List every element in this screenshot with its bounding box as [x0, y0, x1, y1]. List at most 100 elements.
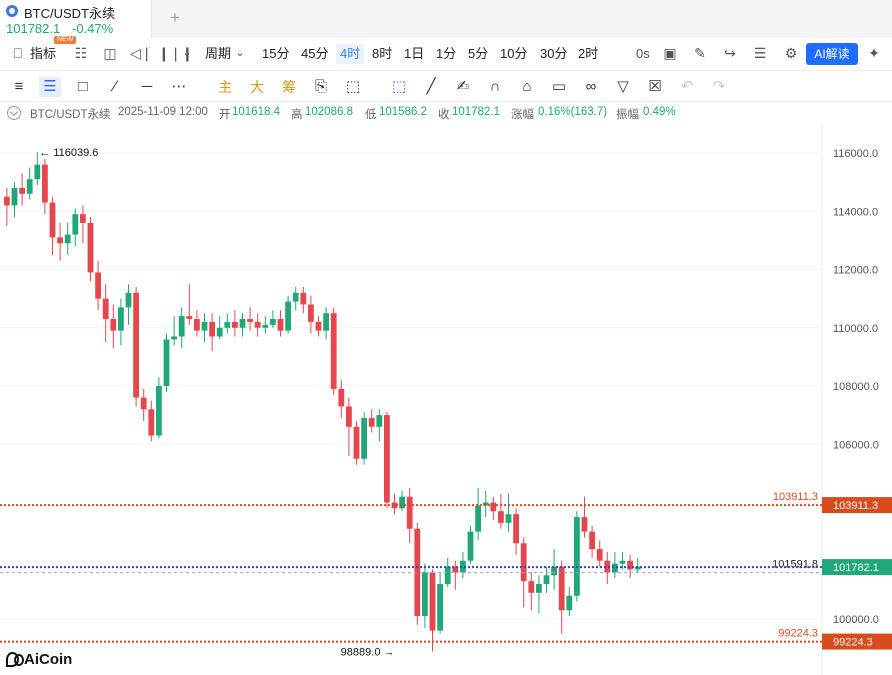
- candle-body: [292, 292, 299, 302]
- rectangle-icon[interactable]: □: [78, 78, 88, 95]
- info-amplitude-label: 振幅: [616, 109, 639, 121]
- indicators-button[interactable]: 指标: [30, 46, 57, 61]
- interval-4h[interactable]: 4时: [336, 44, 365, 64]
- candle-body: [277, 319, 284, 331]
- candle-body: [581, 517, 588, 532]
- candle-body: [460, 560, 466, 573]
- candle-body: [452, 566, 459, 573]
- price-line-label-support: 99224.3: [778, 628, 818, 640]
- replay-icon[interactable]: ◁❘: [130, 45, 153, 61]
- collapse-icon[interactable]: [7, 106, 21, 120]
- chart-type-icon[interactable]: ❙❘❙: [158, 45, 194, 61]
- candle-body: [536, 584, 542, 593]
- tab-btc-usdt-perp[interactable]: BTC/USDT永续 101782.1 -0.47%: [0, 0, 152, 38]
- more-tools-icon[interactable]: ⋯: [171, 78, 187, 95]
- horizontal-line-icon[interactable]: ─: [141, 78, 153, 95]
- info-low-label: 低: [365, 109, 377, 121]
- candle-body: [262, 324, 269, 328]
- candle-body: [406, 496, 413, 529]
- candle-body: [338, 388, 345, 407]
- interval-1d[interactable]: 1日: [404, 46, 425, 61]
- lines-icon[interactable]: ☰: [39, 77, 61, 97]
- whale-indicator-button[interactable]: 大: [250, 79, 264, 95]
- price-tag-resistance: [822, 497, 892, 514]
- bitcoin-icon: [6, 5, 18, 17]
- candlestick-chart[interactable]: 116000.0 114000.0 112000.0 110000.0 108000.0…: [0, 123, 892, 675]
- price-tag-text-resistance: 103911.3: [833, 500, 878, 512]
- main-indicator-button[interactable]: 主: [218, 79, 232, 95]
- seconds-button[interactable]: 0s: [636, 46, 650, 61]
- tab-bar: BTC/USDT永续 101782.1 -0.47% +: [0, 0, 892, 38]
- candle-body: [528, 581, 535, 593]
- candle-body: [596, 549, 603, 561]
- interval-1m[interactable]: 1分: [436, 46, 457, 61]
- settings-sliders-icon[interactable]: ≡: [14, 78, 24, 95]
- layout-icon[interactable]: ◫: [103, 45, 117, 61]
- magnet-icon[interactable]: ∩: [489, 78, 501, 95]
- brush-icon[interactable]: ✍: [456, 78, 470, 95]
- calendar-icon[interactable]: ☷: [74, 45, 88, 61]
- info-change: 0.16%(163.7): [538, 106, 608, 118]
- candle-body: [300, 292, 307, 305]
- trash-icon[interactable]: ☒: [648, 78, 662, 95]
- link-icon[interactable]: ∞: [585, 78, 597, 95]
- candle-body: [429, 572, 436, 631]
- settings-icon[interactable]: ⚙: [784, 45, 798, 61]
- price-tag-text-support: 99224.3: [833, 637, 873, 649]
- undo-icon[interactable]: ↶: [680, 78, 694, 95]
- trendline-icon[interactable]: ∕: [113, 78, 117, 95]
- candle-body: [612, 563, 618, 573]
- ruler-icon[interactable]: ╱: [426, 78, 436, 95]
- chip-indicator-button[interactable]: 筹: [282, 79, 296, 95]
- y-tick-label: 100000.0: [833, 614, 879, 626]
- candle-body: [574, 517, 580, 596]
- candle-body: [11, 187, 18, 206]
- interval-45m[interactable]: 45分: [301, 46, 329, 61]
- candle-body: [216, 327, 223, 337]
- candle-body: [26, 179, 33, 194]
- camera-icon[interactable]: ▣: [663, 45, 677, 61]
- interval-5m[interactable]: 5分: [468, 46, 489, 61]
- interval-15m[interactable]: 15分: [262, 46, 290, 61]
- interval-2h[interactable]: 2时: [578, 46, 599, 61]
- candle-body: [4, 196, 10, 206]
- candle-body: [330, 313, 337, 389]
- candle-body: [384, 415, 390, 503]
- candle-body: [513, 514, 519, 544]
- max-price-marker: ← 116039.6: [39, 147, 98, 159]
- fullscreen-icon[interactable]: ✦: [868, 45, 880, 61]
- info-symbol: BTC/USDT永续: [30, 109, 111, 121]
- candle-body: [239, 319, 246, 328]
- select-icon[interactable]: ⬚: [391, 78, 407, 95]
- filter-icon[interactable]: ▽: [617, 78, 629, 95]
- candle-body: [627, 560, 633, 570]
- interval-8h[interactable]: 8时: [372, 46, 393, 61]
- info-low: 101586.2: [379, 106, 427, 118]
- tab-change: -0.47%: [72, 21, 114, 36]
- indicator-chart-icon[interactable]: ⎕: [13, 45, 23, 61]
- info-close-label: 收: [438, 109, 450, 121]
- candle-body: [353, 426, 360, 459]
- pen-icon[interactable]: ✎: [694, 45, 706, 61]
- chevron-down-icon[interactable]: ⌄: [182, 47, 192, 59]
- interval-10m[interactable]: 10分: [500, 46, 528, 61]
- period-chevron-icon[interactable]: ⌄: [235, 47, 245, 59]
- add-tab-icon[interactable]: +: [170, 8, 180, 27]
- period-button[interactable]: 周期: [205, 46, 232, 61]
- interval-30m[interactable]: 30分: [540, 46, 568, 61]
- layers-icon[interactable]: ⬚: [345, 78, 361, 95]
- candle-body: [368, 418, 375, 427]
- ai-analysis-button[interactable]: AI解读: [806, 43, 858, 65]
- candle-body: [558, 566, 565, 611]
- candle-body: [315, 321, 322, 331]
- eraser-icon[interactable]: ▭: [551, 78, 567, 95]
- candle-body: [391, 502, 398, 509]
- candle-body: [194, 319, 200, 331]
- candle-body: [520, 543, 527, 582]
- list-icon[interactable]: ☰: [753, 45, 767, 61]
- share-icon[interactable]: ↪: [724, 45, 736, 61]
- redo-icon[interactable]: ↷: [712, 78, 726, 95]
- lock-icon[interactable]: ⌂: [522, 78, 532, 95]
- template-icon[interactable]: ⎘: [314, 78, 327, 95]
- y-tick-label: 114000.0: [833, 206, 878, 218]
